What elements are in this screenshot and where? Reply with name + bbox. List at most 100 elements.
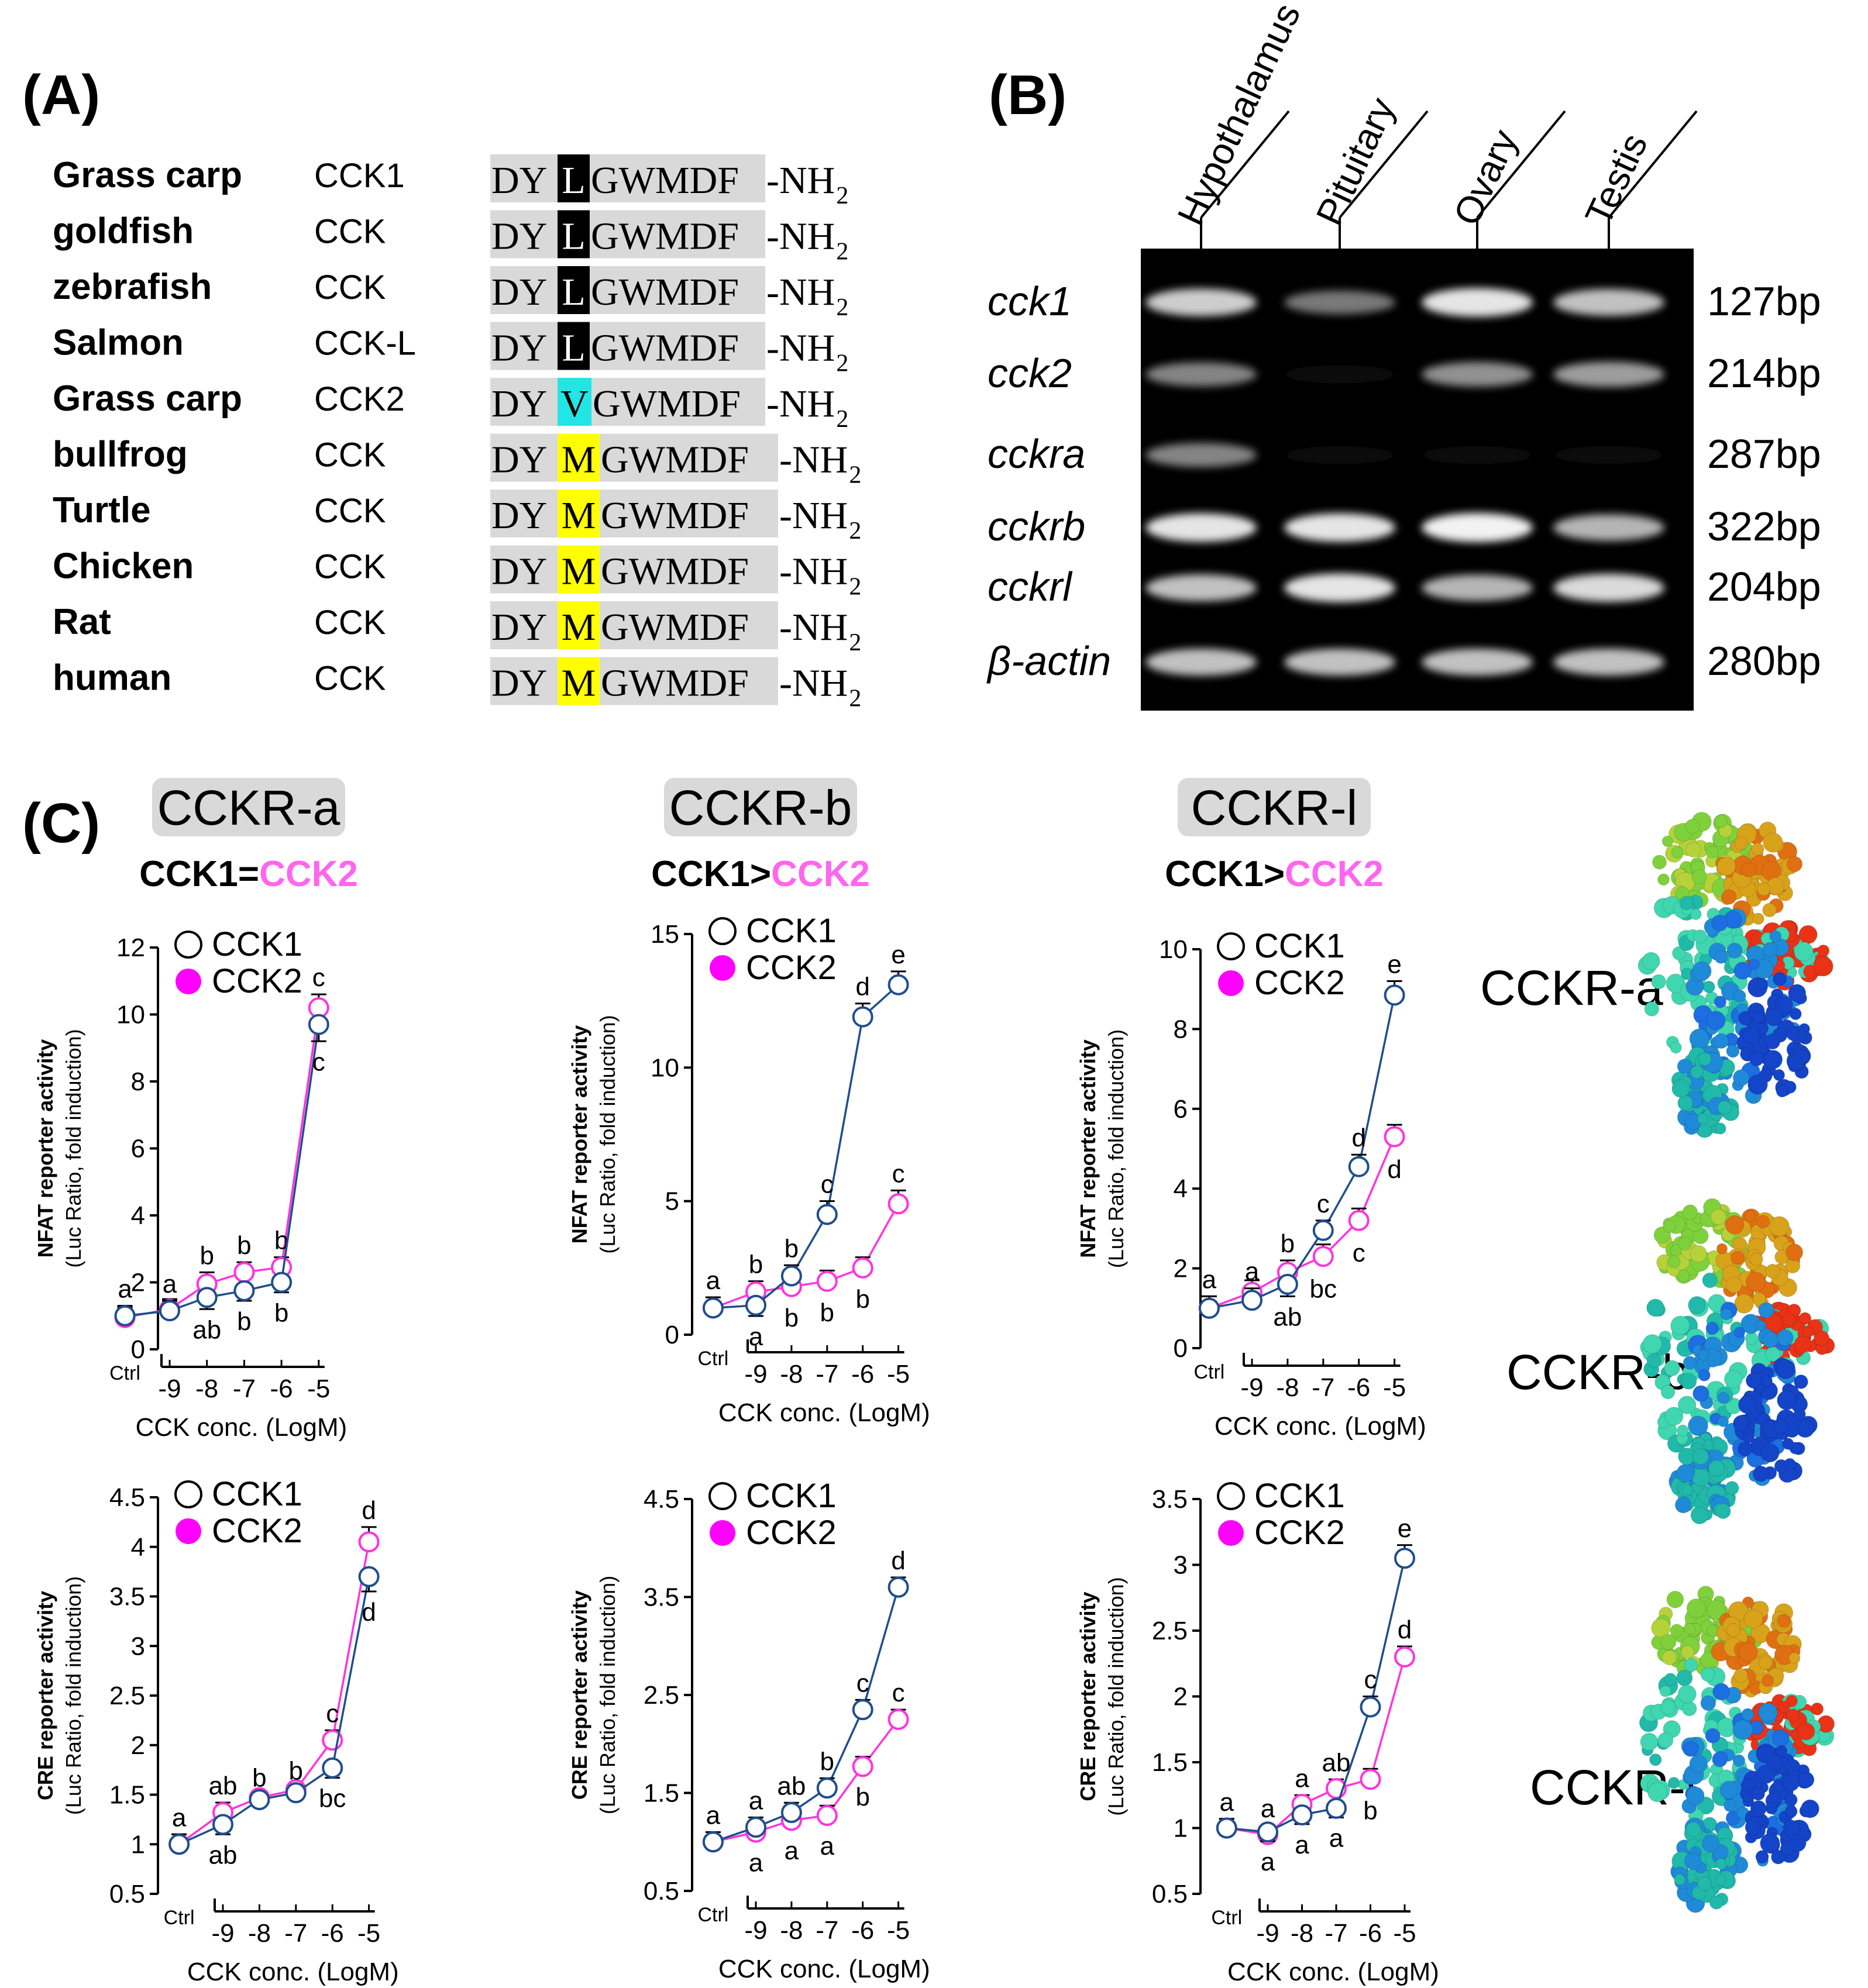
data-point bbox=[887, 1193, 909, 1215]
atom-sphere bbox=[1690, 1065, 1704, 1079]
atom-sphere bbox=[1698, 1369, 1711, 1381]
x-tick-label: -5 bbox=[887, 1360, 910, 1389]
data-point bbox=[745, 1817, 766, 1838]
atom-sphere bbox=[1717, 1100, 1732, 1115]
atom-sphere bbox=[1777, 1700, 1790, 1713]
x-tick-label-ctrl: Ctrl bbox=[1211, 1907, 1242, 1929]
atom-sphere bbox=[1769, 1216, 1790, 1237]
y-tick-label: 4 bbox=[1174, 1174, 1188, 1203]
y-tick-label: 8 bbox=[131, 1067, 145, 1096]
x-tick-label: -5 bbox=[307, 1374, 330, 1403]
data-point bbox=[168, 1834, 190, 1855]
significance-letter: c bbox=[892, 1679, 905, 1707]
sequence-row: Grass carp CCK1 DY L GWMDF -NH 2 bbox=[53, 154, 848, 209]
potency-comparison: CCK1>CCK2 bbox=[651, 854, 870, 894]
atom-sphere bbox=[1783, 1820, 1800, 1837]
data-point bbox=[1277, 1273, 1298, 1295]
gene-name: CCK bbox=[314, 660, 386, 698]
gel-band bbox=[1145, 288, 1257, 316]
atom-sphere bbox=[1714, 950, 1728, 964]
residue-highlight bbox=[558, 601, 600, 649]
species-name: Salmon bbox=[53, 323, 184, 363]
legend-marker-cck1 bbox=[708, 1482, 737, 1510]
legend-marker-cck2 bbox=[1218, 1520, 1244, 1546]
x-tick-label: -6 bbox=[270, 1374, 293, 1403]
atom-sphere bbox=[1782, 1438, 1794, 1450]
atom-sphere bbox=[1763, 1050, 1783, 1070]
atom-sphere bbox=[1782, 1312, 1796, 1327]
gel-image bbox=[1141, 249, 1694, 711]
atom-sphere bbox=[1762, 902, 1777, 918]
x-tick-label: -5 bbox=[1383, 1373, 1406, 1402]
atom-sphere bbox=[1733, 990, 1746, 1002]
atom-sphere bbox=[1793, 1408, 1806, 1421]
amide-suffix: -NH bbox=[779, 550, 848, 593]
gel-band bbox=[1284, 513, 1395, 542]
significance-letter: a bbox=[172, 1803, 187, 1832]
amide-subscript: 2 bbox=[836, 294, 848, 321]
sequence-rest: GWMDF bbox=[601, 494, 749, 537]
x-tick-label-ctrl: Ctrl bbox=[1193, 1361, 1224, 1383]
atom-sphere bbox=[1660, 1699, 1676, 1715]
atom-sphere bbox=[1676, 1669, 1693, 1687]
sequence-prefix: DY bbox=[491, 439, 547, 481]
y-tick-label: 10 bbox=[651, 1053, 679, 1082]
y-tick-label: 8 bbox=[1174, 1015, 1188, 1043]
atom-sphere bbox=[1681, 1645, 1695, 1659]
atom-sphere bbox=[1738, 1396, 1757, 1414]
chart-nfat_b: 0 5 10 15 Ctrl -9 -8 -7 -6 -5 CCK conc. (LogM) NFAT… bbox=[567, 912, 930, 1427]
atom-sphere bbox=[1798, 1772, 1815, 1788]
legend-label-cck2: CCK2 bbox=[746, 1514, 837, 1552]
data-point bbox=[233, 1280, 255, 1301]
atom-sphere bbox=[1661, 1650, 1677, 1666]
amide-subscript: 2 bbox=[836, 182, 848, 209]
atom-sphere bbox=[1726, 942, 1743, 959]
significance-letter: ab bbox=[192, 1315, 221, 1344]
atom-sphere bbox=[1751, 1010, 1765, 1024]
atom-sphere bbox=[1644, 1001, 1660, 1017]
atom-sphere bbox=[1692, 961, 1712, 981]
panel-c-label: (C) bbox=[22, 792, 100, 855]
chart-cre_l: 0.5 1 1.5 2 2.5 3 3.5 Ctrl -9 -8 -7 -6 -5 CCK conc. (… bbox=[1076, 1477, 1439, 1986]
atom-sphere bbox=[1738, 1642, 1758, 1662]
significance-letter: b bbox=[785, 1304, 799, 1332]
significance-letter: a bbox=[749, 1786, 763, 1815]
x-axis-title: CCK conc. (LogM) bbox=[718, 1398, 930, 1427]
atom-sphere bbox=[1651, 974, 1667, 990]
atom-sphere bbox=[1741, 862, 1757, 878]
legend-label-cck1: CCK1 bbox=[1254, 927, 1345, 965]
y-axis-title: NFAT reporter activity bbox=[33, 1039, 57, 1257]
structure-cckr-a: CCKR-a bbox=[1480, 812, 1833, 1138]
atom-sphere bbox=[1776, 1329, 1794, 1346]
atom-sphere bbox=[1664, 1673, 1677, 1686]
atom-sphere bbox=[1733, 1668, 1748, 1683]
y-axis-title: CRE reporter activity bbox=[33, 1591, 57, 1800]
data-point bbox=[702, 1831, 724, 1853]
gel-band bbox=[1284, 573, 1395, 602]
sequence-shading bbox=[490, 601, 778, 649]
atom-sphere bbox=[1762, 942, 1778, 957]
sequence-rest: GWMDF bbox=[591, 215, 739, 258]
legend-marker-cck1 bbox=[708, 917, 737, 945]
data-point bbox=[1348, 1210, 1370, 1231]
atom-sphere bbox=[1733, 962, 1752, 980]
atom-sphere bbox=[1706, 1600, 1726, 1620]
atom-sphere bbox=[1762, 1674, 1774, 1687]
species-name: goldfish bbox=[53, 211, 194, 251]
sequence-row: Turtle CCK DY M GWMDF -NH 2 bbox=[53, 490, 861, 545]
data-point bbox=[780, 1265, 802, 1287]
atom-sphere bbox=[1817, 944, 1830, 957]
significance-letter: a bbox=[820, 1832, 835, 1860]
atom-sphere bbox=[1745, 1819, 1761, 1835]
significance-letter: b bbox=[199, 1241, 214, 1270]
atom-sphere bbox=[1716, 856, 1736, 876]
y-tick-label: 2 bbox=[1174, 1255, 1188, 1283]
atom-sphere bbox=[1705, 845, 1719, 859]
atom-sphere bbox=[1797, 1722, 1815, 1741]
data-point bbox=[852, 1699, 873, 1721]
atom-sphere bbox=[1769, 930, 1782, 943]
gel-band bbox=[1422, 446, 1533, 464]
atom-sphere bbox=[1760, 1443, 1780, 1463]
atom-sphere bbox=[1784, 1805, 1798, 1818]
